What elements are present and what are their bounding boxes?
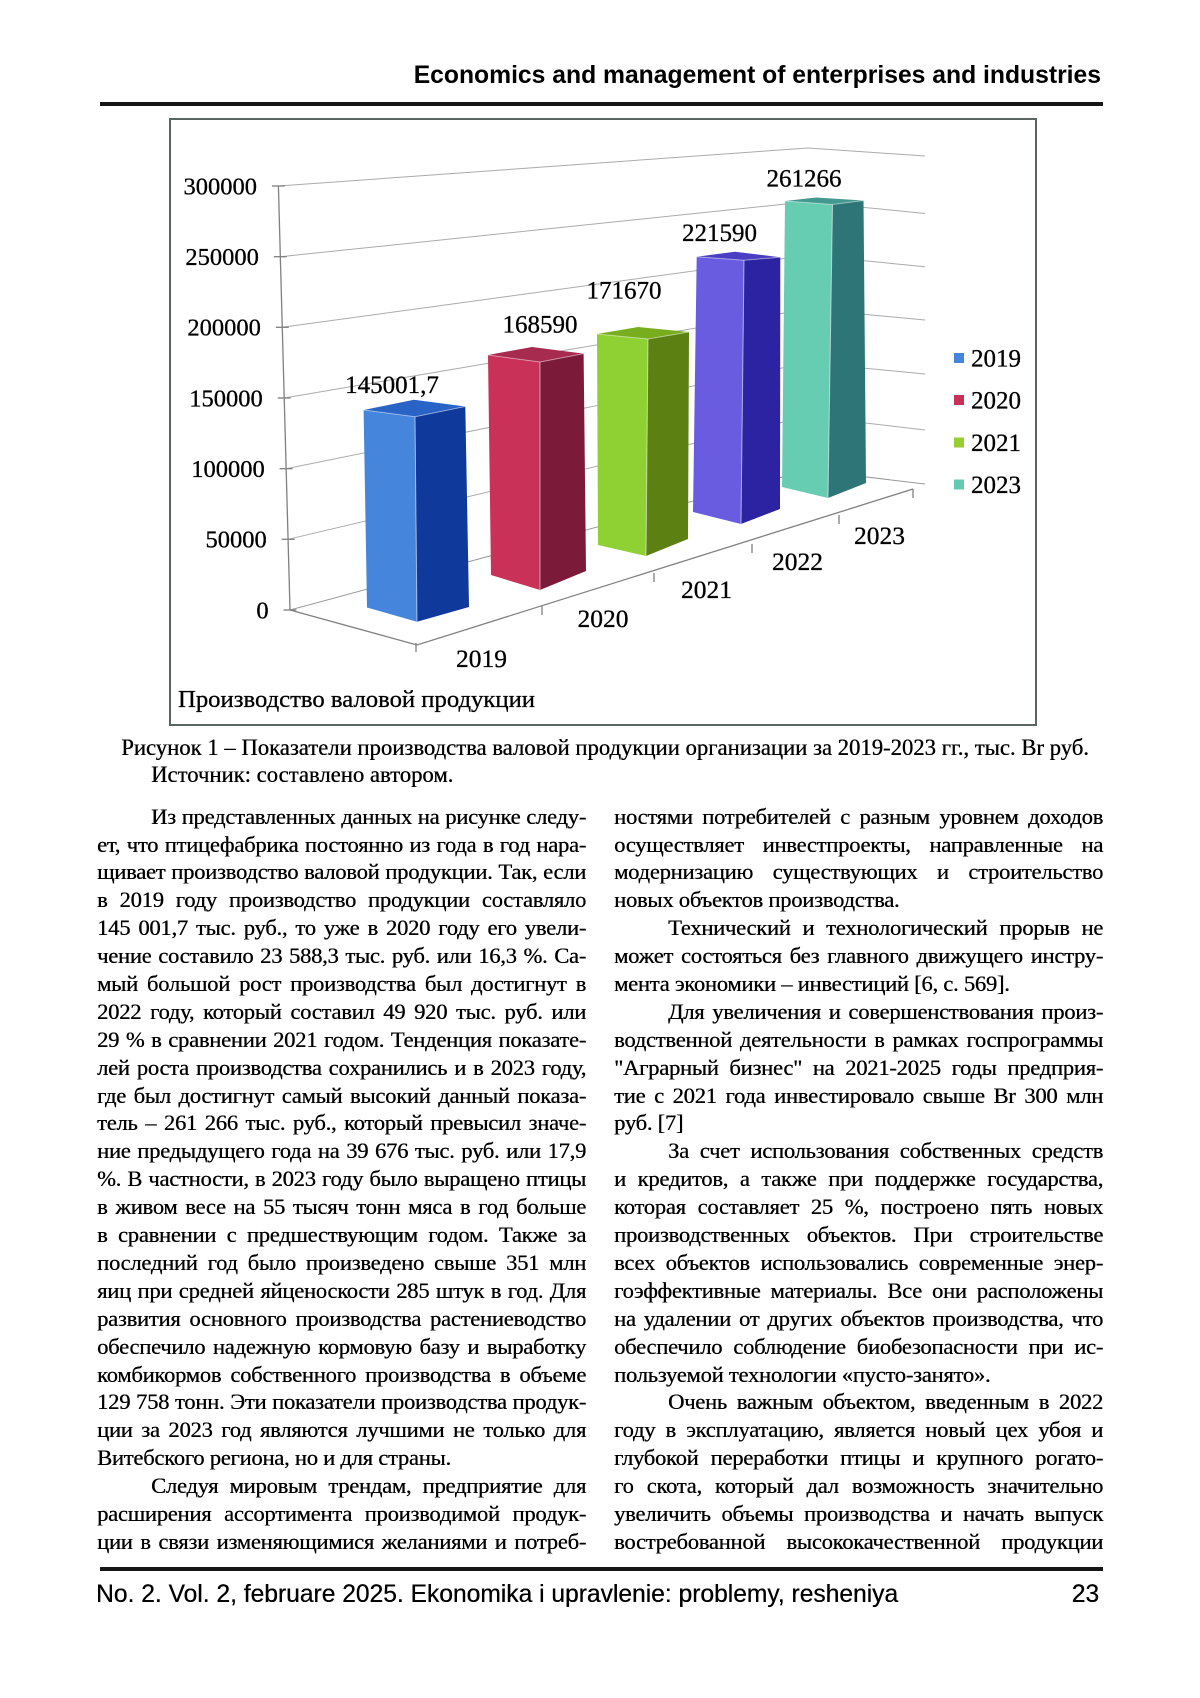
svg-text:2020: 2020	[578, 604, 629, 633]
svg-text:261266: 261266	[767, 165, 842, 192]
svg-text:221590: 221590	[682, 220, 757, 247]
svg-text:2020: 2020	[971, 388, 1021, 415]
svg-text:200000: 200000	[187, 315, 261, 342]
svg-text:2019: 2019	[971, 346, 1021, 373]
svg-text:50000: 50000	[205, 527, 266, 554]
svg-text:Производство валовой продукции: Производство валовой продукции	[178, 686, 535, 713]
svg-text:145001,7: 145001,7	[345, 372, 439, 399]
svg-text:2019: 2019	[456, 644, 507, 673]
svg-text:2021: 2021	[971, 430, 1021, 457]
svg-text:2021: 2021	[681, 575, 732, 604]
svg-text:0: 0	[256, 597, 268, 624]
svg-text:2023: 2023	[971, 472, 1021, 499]
svg-text:100000: 100000	[191, 456, 265, 483]
svg-text:2023: 2023	[854, 521, 905, 550]
svg-text:168590: 168590	[503, 311, 578, 338]
svg-text:2022: 2022	[772, 547, 823, 576]
svg-text:150000: 150000	[189, 385, 262, 412]
svg-text:300000: 300000	[184, 173, 258, 200]
svg-text:171670: 171670	[587, 277, 662, 304]
svg-text:250000: 250000	[185, 244, 259, 271]
